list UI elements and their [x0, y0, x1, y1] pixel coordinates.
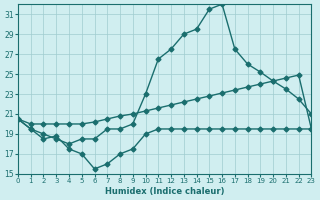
X-axis label: Humidex (Indice chaleur): Humidex (Indice chaleur) [105, 187, 224, 196]
